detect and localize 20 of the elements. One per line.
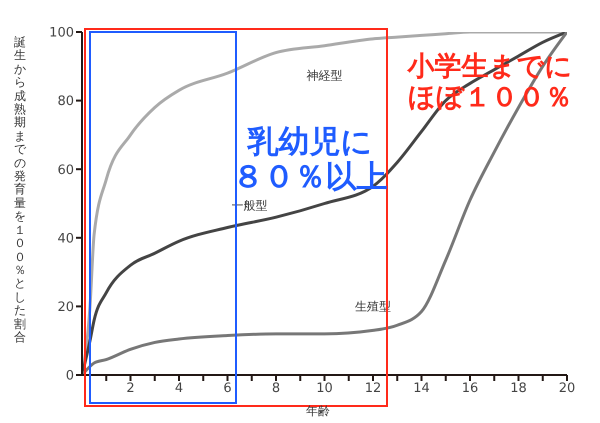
- x-tick-label: 20: [558, 381, 576, 396]
- x-tick-label: 8: [272, 381, 280, 396]
- series-label: 神経型: [306, 68, 342, 83]
- x-tick-label: 14: [413, 381, 430, 396]
- x-tick-label: 4: [174, 381, 184, 396]
- y-tick-label: 60: [57, 162, 74, 178]
- y-tick-label: 100: [49, 26, 74, 41]
- text: 誕生から成熟期までの発育量を１００％とした割合: [14, 35, 26, 344]
- x-tick-label: 6: [223, 381, 232, 396]
- x-axis-title: 年齢: [305, 403, 331, 420]
- y-tick-label: 0: [66, 368, 74, 384]
- x-tick-label: 16: [462, 381, 478, 396]
- x-tick-label: 10: [316, 381, 333, 396]
- annotation: 乳幼児に: [246, 124, 374, 160]
- y-tick-label: 40: [57, 231, 74, 246]
- y-tick-label: 20: [57, 300, 74, 316]
- x-tick-label: 2: [126, 381, 135, 396]
- x-tick-label: 18: [510, 381, 527, 396]
- x-tick-label: 12: [364, 381, 382, 396]
- y-tick-label: 80: [57, 94, 74, 110]
